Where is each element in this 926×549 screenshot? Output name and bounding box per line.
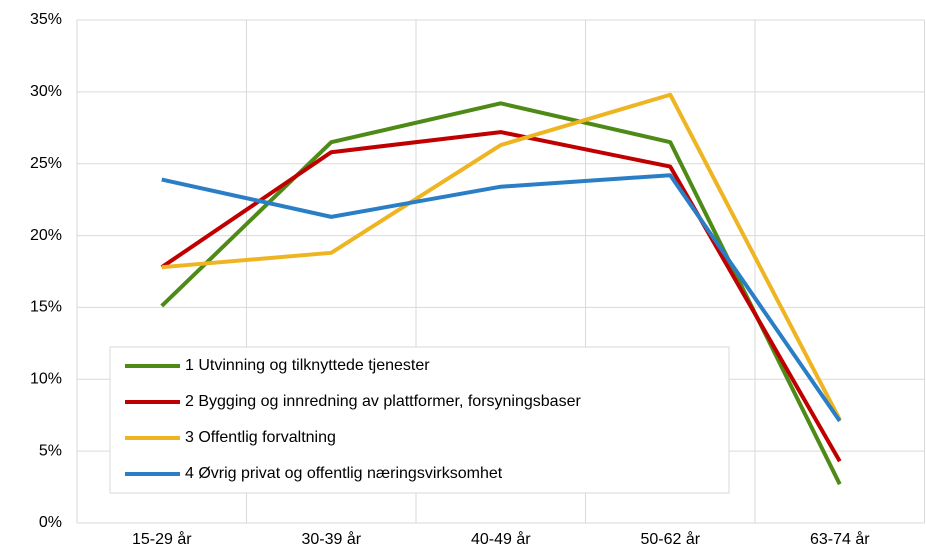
- y-tick-label: 0%: [39, 514, 62, 531]
- legend-label: 1 Utvinning og tilknyttede tjenester: [185, 357, 430, 374]
- x-tick-label: 50-62 år: [640, 530, 700, 548]
- series-line: [161, 173, 842, 423]
- series-line: [161, 92, 842, 421]
- series-line: [160, 130, 842, 463]
- x-tick-label: 40-49 år: [471, 530, 531, 548]
- legend-label: 3 Offentlig forvaltning: [185, 429, 336, 446]
- x-tick-label: 15-29 år: [132, 530, 192, 548]
- legend-label: 4 Øvrig privat og offentlig næringsvirks…: [185, 465, 503, 482]
- y-tick-label: 10%: [30, 371, 62, 388]
- x-tick-label: 63-74 år: [810, 530, 870, 548]
- legend: 1 Utvinning og tilknyttede tjenester 2 By…: [109, 346, 730, 494]
- y-tick-label: 5%: [39, 442, 62, 459]
- y-tick-label: 30%: [30, 83, 62, 100]
- y-tick-label: 25%: [30, 155, 62, 172]
- legend-box: [109, 346, 730, 494]
- x-tick-label: 30-39 år: [301, 530, 361, 548]
- legend-label: 2 Bygging og innredning av plattformer, …: [185, 393, 581, 410]
- y-tick-label: 20%: [30, 227, 62, 244]
- y-tick-label: 35%: [30, 11, 62, 28]
- y-tick-label: 15%: [30, 299, 62, 316]
